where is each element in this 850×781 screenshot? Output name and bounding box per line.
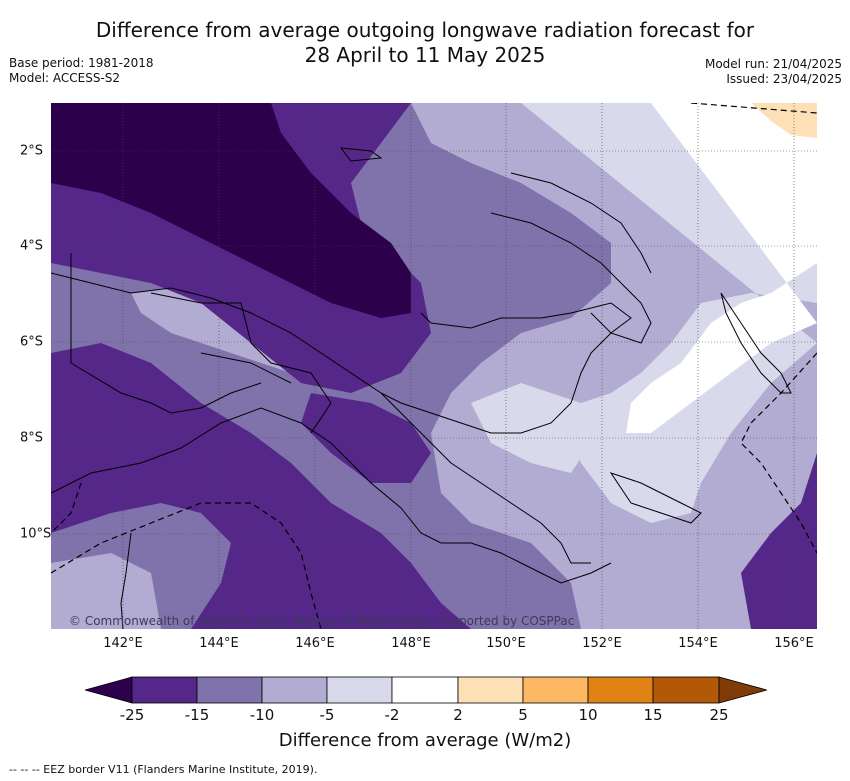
band-fill-below-25 — [51, 103, 411, 318]
colorbar-tick: 5 — [518, 706, 528, 724]
colorbar-swatch — [196, 676, 263, 704]
islands-east — [609, 472, 702, 524]
y-tick-label: 8°S — [20, 430, 44, 446]
x-tick-label: 144°E — [199, 636, 239, 651]
band-fill-5to2-inner — [471, 383, 591, 473]
colorbar-tick: 15 — [643, 706, 663, 724]
band-fill-white — [626, 103, 817, 433]
colorbar-swatch — [587, 676, 654, 704]
model-name: Model: ACCESS-S2 — [9, 71, 121, 85]
colorbar-tick: 25 — [709, 706, 729, 724]
new-guinea-coast — [51, 272, 632, 434]
coastlines — [51, 147, 792, 629]
colorbar-swatch — [261, 676, 328, 704]
papua-peninsula — [380, 392, 591, 564]
x-tick-label: 150°E — [486, 636, 526, 651]
x-tick-label: 146°E — [295, 636, 335, 651]
bougainville — [720, 292, 792, 394]
new-britain — [490, 212, 652, 344]
colorbar-swatch — [522, 676, 589, 704]
model-run: Model run: 21/04/2025 — [704, 57, 842, 71]
png-indonesia-border — [70, 253, 262, 414]
meta-right: Model run: 21/04/2025 Issued: 23/04/2025 — [705, 57, 842, 87]
band-fill-2to5 — [751, 103, 817, 138]
base-period: Base period: 1981-2018 — [9, 56, 154, 70]
colorbar-swatch — [326, 676, 393, 704]
province-lines — [150, 292, 332, 434]
colorbar-tick: 10 — [578, 706, 598, 724]
y-tick-label: 4°S — [20, 238, 44, 254]
colorbar-swatch — [652, 676, 720, 704]
band-fill-15to25-right — [741, 453, 817, 629]
y-tick-label: 10°S — [20, 526, 52, 542]
copyright-notice: © Commonwealth of Australia 2025, Bureau… — [69, 614, 575, 628]
manus-island — [339, 147, 383, 162]
colorbar — [85, 676, 767, 704]
colorbar-swatch — [131, 676, 198, 704]
graticule — [51, 103, 817, 629]
x-tick-label: 156°E — [774, 636, 814, 651]
issued-date: Issued: 23/04/2025 — [726, 72, 842, 86]
colorbar-tick: -25 — [119, 706, 145, 724]
y-tick-label: 6°S — [20, 334, 44, 350]
new-ireland — [510, 172, 652, 274]
colorbar-swatch — [391, 676, 459, 704]
south-coast — [51, 407, 612, 584]
colorbar-min-extend — [85, 676, 133, 704]
band-fill-lower-left-pale — [51, 553, 161, 629]
x-tick-label: 152°E — [582, 636, 622, 651]
x-tick-label: 148°E — [391, 636, 431, 651]
cape-york — [120, 532, 132, 629]
colorbar-swatch — [457, 676, 524, 704]
title-line-2: 28 April to 11 May 2025 — [304, 43, 546, 67]
colorbar-tick: -2 — [384, 706, 400, 724]
map-title: Difference from average outgoing longwav… — [0, 18, 850, 68]
colorbar-title: Difference from average (W/m2) — [278, 730, 572, 751]
colorbar-tick: -10 — [249, 706, 275, 724]
y-tick-label: 2°S — [20, 143, 44, 159]
title-line-1: Difference from average outgoing longwav… — [95, 18, 755, 42]
colorbar-max-extend — [718, 676, 767, 704]
x-tick-label: 142°E — [103, 636, 143, 651]
eez-borders — [51, 103, 817, 629]
colorbar-tick: -5 — [319, 706, 335, 724]
eez-legend-note: -- -- -- EEZ border V11 (Flanders Marine… — [9, 763, 318, 776]
x-tick-label: 154°E — [678, 636, 718, 651]
colorbar-tick: -15 — [184, 706, 210, 724]
meta-left: Base period: 1981-2018 Model: ACCESS-S2 — [9, 56, 154, 86]
anomaly-map — [51, 103, 817, 629]
colorbar-tick: 2 — [453, 706, 463, 724]
